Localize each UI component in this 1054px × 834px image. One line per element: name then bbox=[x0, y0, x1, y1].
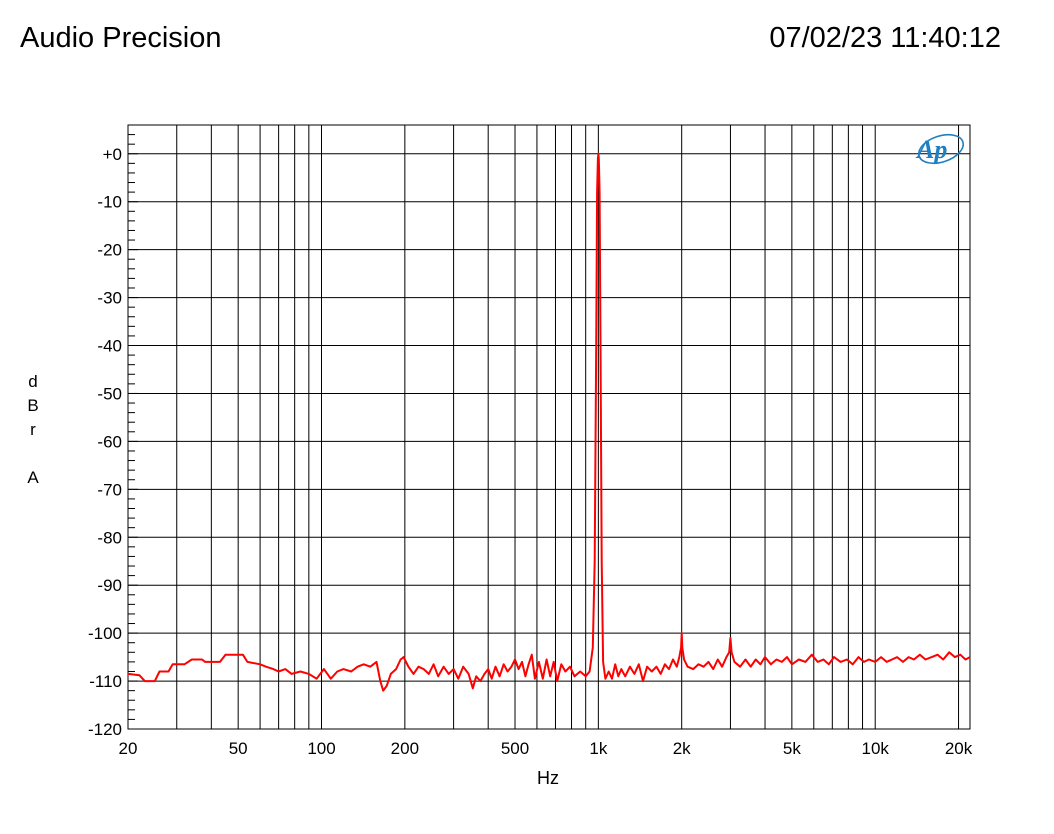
chart-grid bbox=[127, 124, 971, 730]
y-tick-label: -70 bbox=[97, 480, 122, 499]
series-line bbox=[127, 152, 971, 692]
x-tick-labels: 20 50 100 200 500 1k 2k 5k 10k 20k bbox=[119, 739, 973, 758]
y-tick-label: -20 bbox=[97, 241, 122, 260]
y-tick-label: -60 bbox=[97, 432, 122, 451]
y-axis-label-char: B bbox=[27, 396, 39, 415]
y-tick-label: -90 bbox=[97, 576, 122, 595]
y-tick-label: -50 bbox=[97, 384, 122, 403]
y-tick-label: -80 bbox=[97, 528, 122, 547]
x-tick-label: 2k bbox=[673, 739, 691, 758]
y-axis-label-char: d bbox=[28, 372, 38, 391]
ap-logo: Ap bbox=[915, 133, 965, 165]
y-tick-labels: +0 -10 -20 -30 -40 -50 -60 -70 -80 -90 -100 -110 -12… bbox=[88, 145, 122, 739]
x-tick-label: 10k bbox=[861, 739, 889, 758]
app-title: Audio Precision bbox=[20, 22, 222, 54]
x-tick-label: 20 bbox=[119, 739, 138, 758]
x-tick-label: 500 bbox=[501, 739, 529, 758]
plot-frame bbox=[127, 124, 971, 730]
y-tick-label: +0 bbox=[103, 145, 122, 164]
ap-logo-lettering: Ap bbox=[915, 135, 947, 164]
y-tick-label: -40 bbox=[97, 337, 122, 356]
y-tick-label: -110 bbox=[89, 672, 122, 691]
y-axis-label-char: A bbox=[27, 468, 39, 487]
y-tick-label: -30 bbox=[97, 289, 122, 308]
x-axis-label: Hz bbox=[537, 768, 559, 788]
x-tick-label: 1k bbox=[589, 739, 607, 758]
x-tick-label: 100 bbox=[307, 739, 335, 758]
y-tick-label: -10 bbox=[97, 193, 122, 212]
y-tick-label: -120 bbox=[88, 720, 122, 739]
y-axis-label-char: r bbox=[30, 420, 36, 439]
x-tick-label: 200 bbox=[391, 739, 419, 758]
x-tick-label: 5k bbox=[783, 739, 801, 758]
x-tick-label: 20k bbox=[945, 739, 973, 758]
x-tick-label: 50 bbox=[229, 739, 248, 758]
timestamp: 07/02/23 11:40:12 bbox=[769, 22, 1001, 54]
y-tick-label: -100 bbox=[88, 624, 122, 643]
